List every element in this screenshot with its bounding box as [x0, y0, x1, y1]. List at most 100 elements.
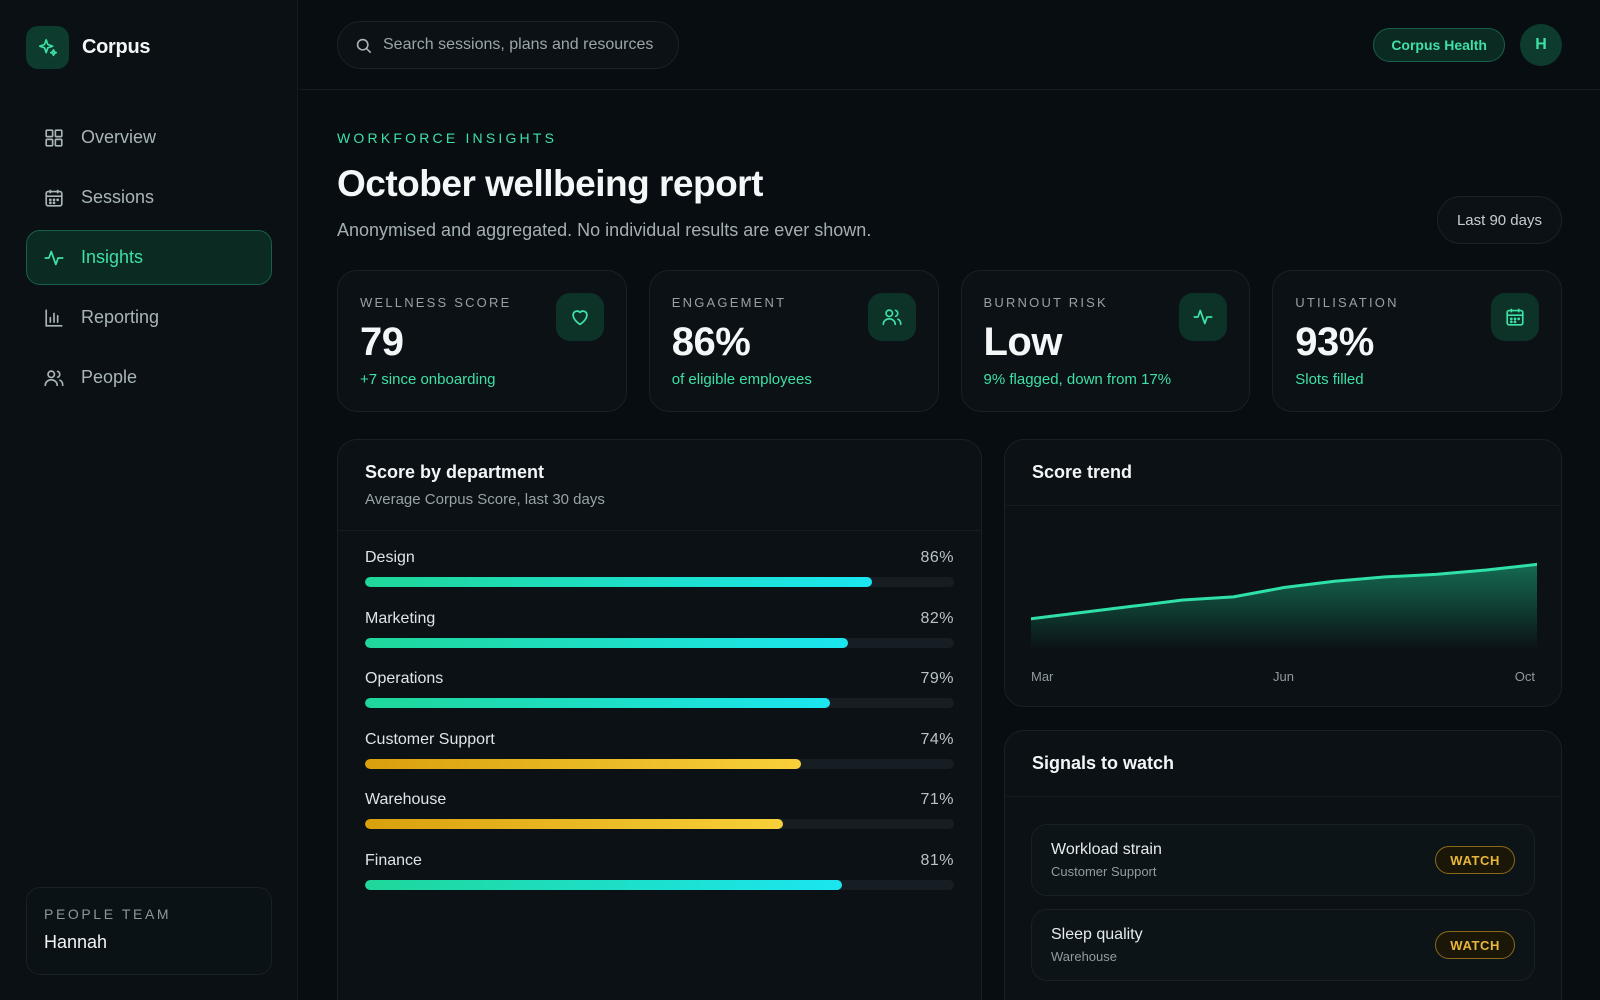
department-bar-track: [365, 698, 954, 708]
sidebar-item-people[interactable]: People: [26, 350, 272, 405]
kpi-value: Low: [983, 320, 1063, 364]
department-bar-track: [365, 879, 954, 890]
team-label: PEOPLE TEAM: [44, 906, 172, 922]
signal-item[interactable]: Workload strain Customer Support WATCH: [1031, 824, 1535, 896]
panel-title: Signals to watch: [1032, 753, 1175, 773]
department-row-header: Operations 79%: [365, 670, 954, 688]
department-row: Warehouse 71%: [365, 791, 954, 852]
search-input[interactable]: [383, 36, 673, 54]
department-row-header: Warehouse 71%: [365, 791, 954, 809]
department-row: Operations 79%: [365, 670, 954, 731]
signal-department: Warehouse: [1051, 949, 1117, 964]
department-name: Design: [365, 549, 415, 566]
kpi-card-wellness-score: WELLNESS SCORE 79 +7 since onboarding: [337, 270, 627, 412]
sidebar-item-label: People: [81, 367, 138, 387]
sidebar: Corpus Overview Sessions Insights Report…: [0, 0, 298, 1000]
org-badge[interactable]: Corpus Health: [1373, 28, 1505, 62]
department-row-header: Design 86%: [365, 549, 954, 567]
kpi-value: 86%: [671, 320, 751, 364]
search-icon: [356, 38, 372, 53]
kpi-card-burnout-risk: BURNOUT RISK Low 9% flagged, down from 1…: [960, 270, 1251, 412]
department-bar-fill: [365, 819, 784, 829]
signal-title: Sleep quality: [1051, 926, 1143, 943]
signal-text: Workload strain Customer Support: [1051, 841, 1162, 879]
sidebar-nav: Overview Sessions Insights Reporting Peo…: [26, 110, 272, 410]
score-trend-panel: Score trend Mar Jun Oct: [1004, 439, 1562, 707]
panel-title: Score by department: [365, 462, 545, 482]
avatar[interactable]: H: [1520, 24, 1562, 66]
department-name: Operations: [365, 670, 444, 687]
signal-list: Workload strain Customer Support WATCH S…: [1005, 797, 1561, 1000]
signal-item[interactable]: Sleep quality Warehouse WATCH: [1031, 909, 1535, 981]
sidebar-item-insights[interactable]: Insights: [26, 230, 272, 285]
panel-subtitle: Average Corpus Score, last 30 days: [365, 491, 605, 508]
trend-area: [1031, 564, 1537, 650]
kpi-note: +7 since onboarding: [360, 371, 496, 388]
sidebar-item-reporting[interactable]: Reporting: [26, 290, 272, 345]
department-bar-track: [365, 637, 954, 648]
kpi-card-engagement: ENGAGEMENT 86% of eligible employees: [648, 270, 939, 412]
kpi-row: WELLNESS SCORE 79 +7 since onboarding EN…: [337, 270, 1562, 412]
department-name: Finance: [365, 851, 422, 869]
department-name: Warehouse: [365, 791, 447, 808]
signal-text: Sleep quality Warehouse: [1051, 926, 1143, 964]
kpi-label: BURNOUT RISK: [983, 295, 1108, 310]
department-bar-fill: [365, 577, 872, 587]
panel-header: Signals to watch: [1005, 731, 1561, 797]
department-row: Finance 81%: [365, 852, 954, 913]
kpi-label: WELLNESS SCORE: [360, 295, 512, 310]
activity-icon: [1179, 293, 1228, 341]
kpi-note: 9% flagged, down from 17%: [983, 371, 1172, 388]
signal-title: Workload strain: [1051, 841, 1162, 858]
activity-icon: [44, 250, 64, 265]
department-row-header: Customer Support 74%: [365, 731, 954, 749]
department-list: Design 86% Marketing 82% Operations 79% Custom…: [338, 531, 981, 930]
team-user-name: Hannah: [44, 932, 108, 952]
department-bar-track: [365, 758, 954, 769]
trend-chart: Mar Jun Oct: [1005, 506, 1561, 706]
department-bar-fill: [365, 698, 831, 708]
heart-icon: [555, 293, 604, 341]
calendar-icon: [45, 189, 63, 207]
x-tick-label: Mar: [1031, 669, 1054, 684]
team-card[interactable]: PEOPLE TEAM Hannah: [26, 887, 272, 975]
date-range-button[interactable]: Last 90 days: [1436, 196, 1562, 244]
users-icon: [867, 293, 916, 341]
department-score-panel: Score by department Average Corpus Score…: [337, 439, 982, 1000]
brand-name: Corpus: [82, 36, 151, 58]
kpi-card-utilisation: UTILISATION 93% Slots filled: [1272, 270, 1562, 412]
sidebar-item-sessions[interactable]: Sessions: [26, 170, 272, 225]
department-name: Marketing: [365, 609, 436, 627]
sidebar-item-label: Insights: [81, 247, 144, 267]
bar-chart-icon: [45, 308, 63, 327]
panel-header: Score trend: [1005, 440, 1561, 506]
topbar: Corpus Health H: [299, 0, 1600, 90]
sidebar-item-overview[interactable]: Overview: [26, 110, 272, 165]
department-row: Marketing 82%: [365, 610, 954, 671]
kpi-value: 79: [360, 320, 404, 364]
department-percent: 71%: [920, 791, 954, 808]
department-row-header: Marketing 82%: [365, 610, 954, 628]
department-row: Customer Support 74%: [365, 731, 954, 792]
search-box[interactable]: [337, 21, 679, 69]
sidebar-item-label: Overview: [81, 127, 157, 147]
kpi-value: 93%: [1295, 320, 1374, 364]
department-bar-fill: [365, 758, 801, 769]
grid-icon: [45, 128, 63, 147]
kpi-label: ENGAGEMENT: [671, 295, 787, 310]
department-name: Customer Support: [365, 730, 495, 748]
kpi-note: of eligible employees: [671, 371, 812, 388]
department-percent: 74%: [920, 730, 954, 748]
x-tick-label: Jun: [1273, 669, 1294, 684]
users-icon: [44, 369, 64, 386]
brand[interactable]: Corpus: [26, 26, 151, 69]
page-subtitle: Anonymised and aggregated. No individual…: [337, 220, 872, 240]
department-bar-fill: [365, 637, 848, 648]
signals-panel: Signals to watch Workload strain Custome…: [1004, 730, 1562, 1000]
department-bar-track: [365, 819, 954, 829]
department-percent: 86%: [920, 549, 954, 566]
trend-chart-svg: [1031, 562, 1537, 650]
kpi-label: UTILISATION: [1295, 295, 1399, 310]
panel-title: Score trend: [1032, 462, 1133, 482]
department-row: Design 86%: [365, 549, 954, 610]
